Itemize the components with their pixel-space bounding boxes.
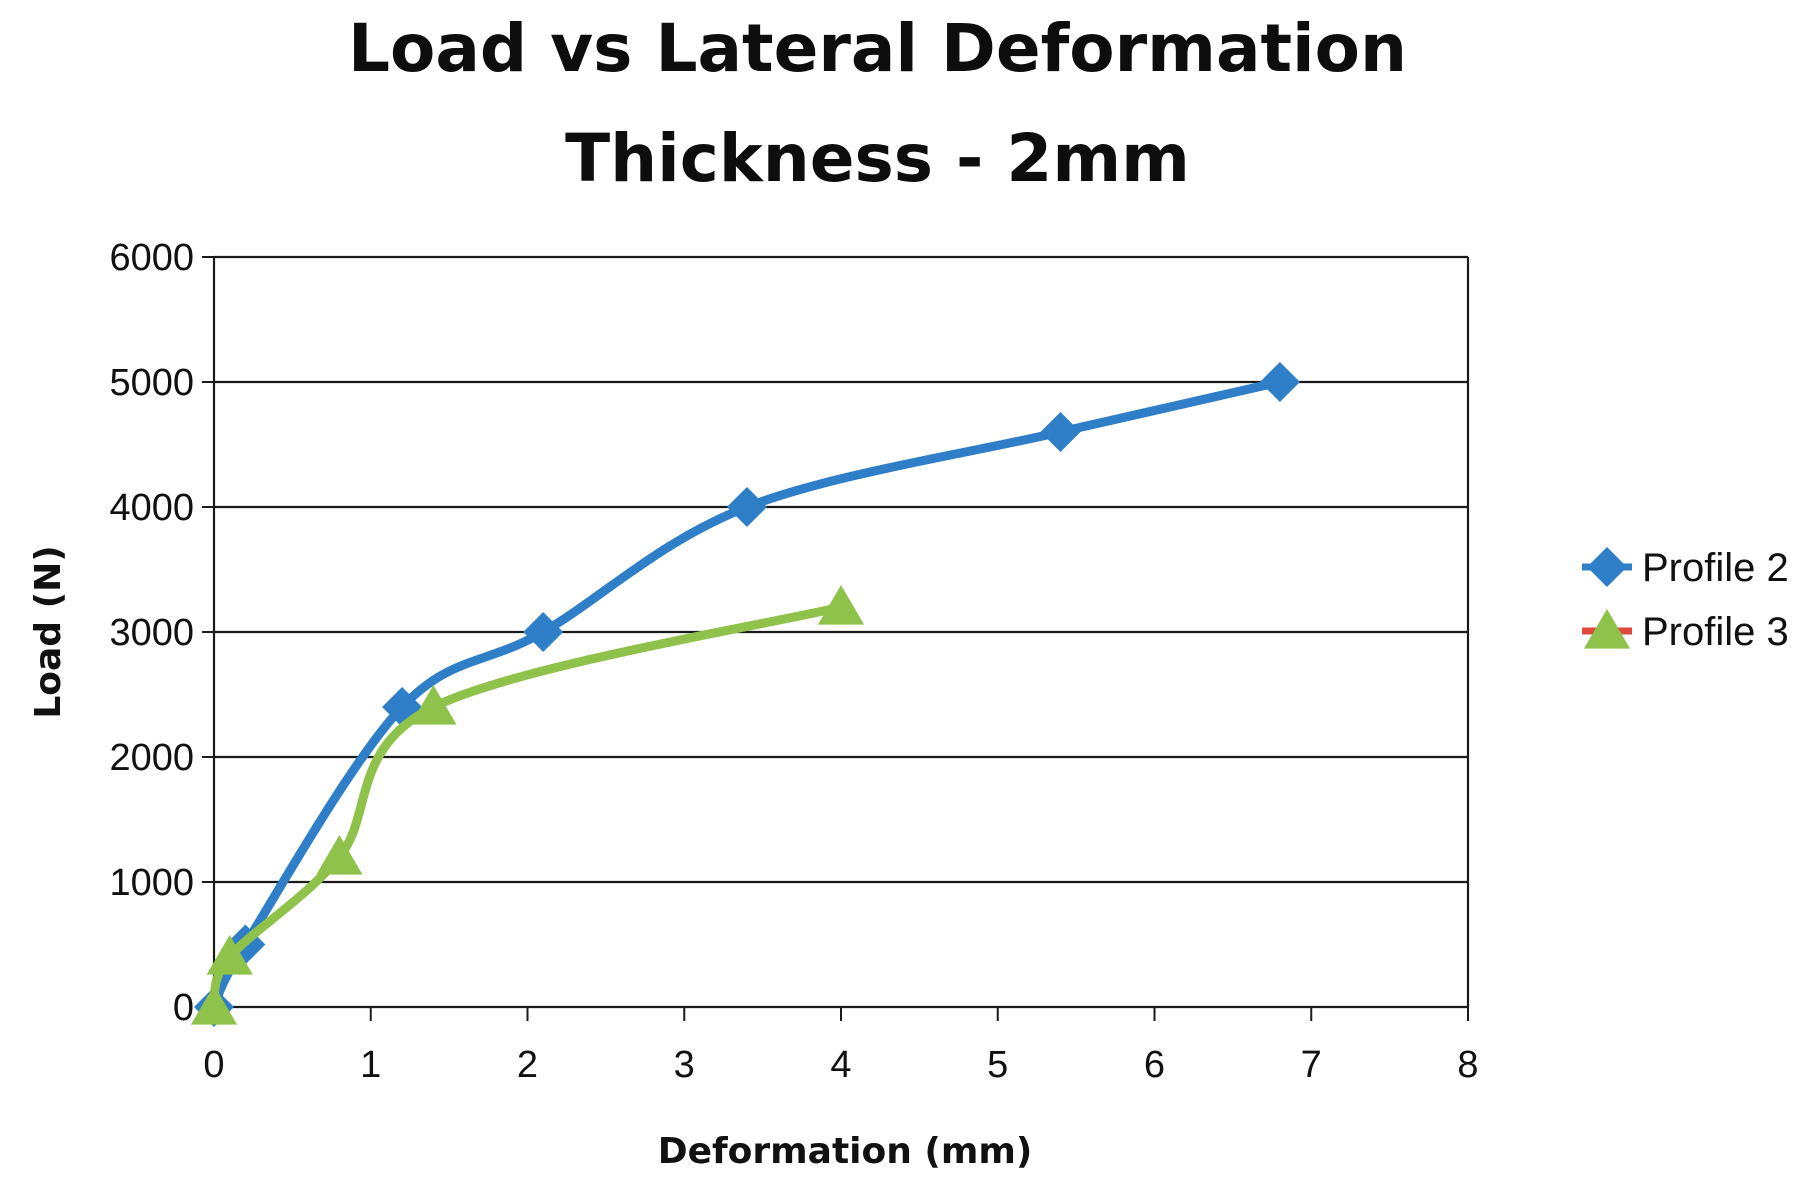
x-tick-label-1: 1: [360, 1044, 381, 1086]
chart-title-block: Load vs Lateral Deformation Thickness - …: [0, 0, 1755, 214]
tick-labels: 0 1000 2000 3000 4000 5000 6000 0 1 2 3 4 5 6 7 8: [109, 237, 1478, 1086]
legend-entry-2: Profile 3: [1582, 609, 1789, 654]
legend-marker-1: [1587, 547, 1627, 587]
series-profile-2: [194, 362, 1300, 1027]
legend-label-2: Profile 3: [1642, 610, 1789, 654]
series-profile-3: [190, 585, 865, 1025]
data-point-2-1: [190, 985, 238, 1025]
data-point-2-5: [817, 585, 865, 625]
data-point-1-5: [726, 487, 767, 527]
x-axis-title: Deformation (mm): [658, 1131, 1033, 1172]
y-axis-title: Load (N): [28, 545, 69, 718]
x-tick-label-8: 8: [1457, 1044, 1478, 1086]
legend: Profile 2 Profile 3: [1582, 546, 1789, 654]
y-tick-label-3: 3000: [109, 612, 194, 654]
series-line-1: [209, 377, 1285, 1012]
series: [190, 362, 1300, 1027]
data-point-1-7: [1259, 362, 1300, 402]
x-tick-label-2: 2: [517, 1044, 538, 1086]
x-tick-label-0: 0: [203, 1044, 224, 1086]
y-tick-label-6: 6000: [109, 237, 194, 279]
data-point-2-2: [206, 935, 253, 975]
grid-lines: [214, 255, 1468, 884]
legend-label-1: Profile 2: [1642, 546, 1789, 590]
chart-title: Load vs Lateral Deformation: [348, 10, 1407, 87]
y-tick-label-5: 5000: [109, 362, 194, 404]
data-point-1-4: [523, 612, 564, 652]
x-tick-label-7: 7: [1301, 1044, 1322, 1086]
y-tick-label-2: 2000: [109, 737, 194, 779]
x-tick-label-4: 4: [830, 1044, 851, 1086]
legend-marker-2: [1583, 609, 1631, 649]
x-tick-label-6: 6: [1144, 1044, 1165, 1086]
legend-entry-1: Profile 2: [1582, 546, 1789, 590]
series-line-2: [209, 602, 846, 1012]
x-tick-label-5: 5: [987, 1044, 1008, 1086]
data-point-2-4: [410, 685, 457, 725]
y-tick-label-4: 4000: [109, 487, 194, 529]
x-tick-label-3: 3: [674, 1044, 695, 1086]
y-tick-label-1: 1000: [109, 862, 194, 904]
y-tick-label-0: 0: [173, 987, 194, 1029]
chart-subtitle: Thickness - 2mm: [565, 120, 1190, 197]
data-point-1-6: [1040, 412, 1081, 452]
data-point-2-3: [316, 835, 363, 875]
